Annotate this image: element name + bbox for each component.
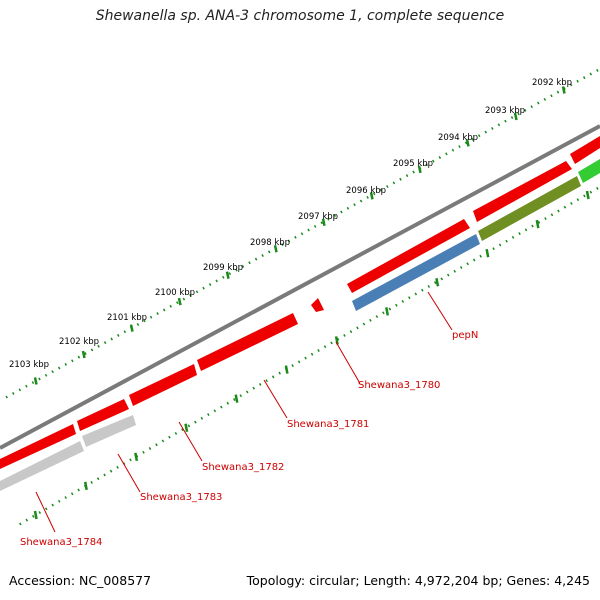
cds-arrow: [129, 364, 197, 406]
ruler-ticks: [33, 86, 590, 520]
gene-label-shewana3-1782[interactable]: Shewana3_1782: [202, 462, 284, 473]
kbp-label: 2094 kbp: [438, 133, 478, 143]
cds-arrow: [311, 298, 324, 312]
ruler-tick: [177, 297, 182, 306]
ruler-tick: [134, 452, 139, 462]
kbp-label: 2098 kbp: [250, 238, 290, 248]
gene-label-shewana3-1784[interactable]: Shewana3_1784: [20, 537, 102, 548]
ruler-tick: [417, 165, 422, 174]
kbp-label: 2102 kbp: [59, 337, 99, 347]
leader-line: [35, 491, 56, 533]
ruler-tick: [129, 324, 134, 332]
kbp-label: 2097 kbp: [298, 212, 338, 222]
cds-arrow: [0, 424, 76, 469]
ruler-tick: [284, 365, 289, 374]
ruler-tick: [535, 219, 540, 229]
summary-text: Topology: circular; Length: 4,972,204 bp…: [246, 573, 590, 588]
pepN-feature: [352, 234, 480, 311]
kbp-labels: 2092 kbp 2093 kbp 2094 kbp 2095 kbp 2096…: [9, 78, 572, 370]
kbp-label: 2101 kbp: [107, 313, 147, 323]
gene-label-shewana3-1783[interactable]: Shewana3_1783: [140, 492, 222, 503]
ruler-tick: [33, 377, 38, 385]
ruler-tick: [83, 481, 88, 491]
leader-line: [263, 379, 288, 419]
ruler-tick: [184, 423, 189, 432]
leader-line: [178, 421, 203, 462]
kbp-label: 2093 kbp: [485, 106, 525, 116]
ruler-tick: [369, 192, 374, 200]
ruler-tick: [334, 336, 339, 345]
kbp-label: 2099 kbp: [203, 263, 243, 273]
ruler-tick: [485, 248, 490, 258]
kbp-label: 2095 kbp: [393, 159, 433, 169]
kbp-label: 2100 kbp: [155, 288, 195, 298]
ruler-tick: [225, 271, 230, 279]
gene-label-pepN[interactable]: pepN: [452, 330, 478, 341]
inner-ruler: [14, 186, 599, 529]
forward-cds-track: [0, 136, 600, 469]
ruler-tick: [81, 350, 86, 359]
ruler-tick: [513, 112, 518, 121]
ruler-tick: [561, 86, 566, 94]
leader-lines: [35, 291, 453, 533]
outer-ruler: [4, 68, 599, 400]
ruler-tick: [273, 244, 278, 253]
ruler-tick: [585, 190, 590, 200]
cds-arrow: [197, 313, 298, 371]
accession-text: Accession: NC_008577: [9, 573, 152, 588]
cds-arrow: [347, 219, 470, 293]
ruler-tick: [321, 218, 326, 227]
ruler-tick: [435, 278, 440, 287]
ruler-tick: [33, 510, 38, 520]
kbp-label: 2096 kbp: [346, 186, 386, 196]
gene-label-shewana3-1780[interactable]: Shewana3_1780: [358, 380, 440, 391]
feature-track: [0, 159, 600, 491]
leader-line: [427, 291, 453, 331]
olive-feature: [478, 176, 581, 241]
ruler-tick: [385, 307, 390, 316]
kbp-label: 2092 kbp: [532, 78, 572, 88]
gene-labels: pepN Shewana3_1780 Shewana3_1781 Shewana…: [20, 330, 478, 548]
backbone: [0, 124, 600, 450]
cds-arrow: [473, 161, 572, 222]
cds-arrow: [77, 399, 129, 431]
green-feature: [578, 159, 600, 183]
map-title: Shewanella sp. ANA-3 chromosome 1, compl…: [95, 8, 505, 24]
leader-line: [335, 341, 361, 385]
grey-feature: [82, 415, 136, 447]
cds-arrow: [570, 136, 600, 164]
gene-label-shewana3-1781[interactable]: Shewana3_1781: [287, 419, 369, 430]
leader-line: [117, 453, 141, 493]
ruler-tick: [234, 394, 239, 403]
ruler-tick: [465, 139, 470, 147]
kbp-label: 2103 kbp: [9, 360, 49, 370]
grey-feature: [0, 441, 84, 491]
